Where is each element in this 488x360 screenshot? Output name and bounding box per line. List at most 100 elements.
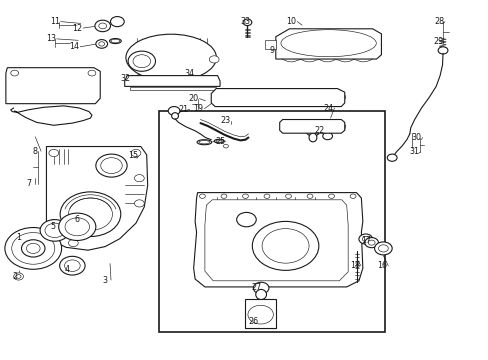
Circle shape	[322, 132, 332, 140]
Text: 23: 23	[220, 117, 229, 126]
Text: 13: 13	[46, 35, 56, 44]
Circle shape	[49, 220, 59, 227]
Text: 17: 17	[360, 236, 370, 245]
Circle shape	[16, 275, 21, 278]
Circle shape	[45, 223, 64, 238]
Circle shape	[336, 94, 345, 100]
Circle shape	[96, 40, 107, 48]
Circle shape	[242, 194, 248, 198]
Text: 33: 33	[240, 17, 250, 26]
Circle shape	[134, 200, 144, 207]
Circle shape	[5, 228, 61, 269]
Circle shape	[374, 242, 391, 255]
Ellipse shape	[171, 113, 178, 119]
Circle shape	[21, 240, 45, 257]
Circle shape	[305, 126, 319, 136]
Ellipse shape	[111, 39, 120, 43]
Text: 18: 18	[349, 261, 359, 270]
Text: 24: 24	[323, 104, 333, 113]
Polygon shape	[275, 29, 381, 59]
Polygon shape	[264, 40, 275, 49]
Circle shape	[364, 238, 378, 248]
Circle shape	[209, 56, 219, 63]
Circle shape	[285, 194, 291, 198]
Ellipse shape	[215, 140, 222, 142]
Circle shape	[99, 23, 106, 29]
Text: 19: 19	[193, 104, 203, 113]
Bar	[159, 111, 385, 332]
Polygon shape	[124, 76, 220, 86]
Text: 11: 11	[50, 17, 60, 26]
Circle shape	[378, 245, 387, 252]
Circle shape	[133, 55, 150, 68]
Circle shape	[358, 234, 372, 244]
Text: 32: 32	[120, 74, 130, 83]
Circle shape	[68, 239, 78, 247]
Circle shape	[101, 158, 122, 174]
Circle shape	[223, 144, 228, 148]
Circle shape	[306, 194, 312, 198]
Circle shape	[40, 220, 69, 241]
Polygon shape	[279, 120, 344, 133]
Text: 3: 3	[102, 276, 107, 284]
Circle shape	[253, 282, 268, 294]
Circle shape	[134, 175, 144, 182]
Circle shape	[324, 36, 342, 49]
Circle shape	[49, 149, 59, 157]
Circle shape	[262, 229, 308, 263]
Circle shape	[349, 194, 355, 198]
Text: 14: 14	[69, 42, 79, 51]
Ellipse shape	[255, 289, 266, 300]
Circle shape	[95, 20, 110, 32]
Circle shape	[68, 198, 112, 230]
Text: 28: 28	[433, 17, 443, 26]
Circle shape	[96, 154, 127, 177]
Circle shape	[59, 213, 96, 240]
Text: 12: 12	[72, 24, 82, 33]
Circle shape	[64, 260, 80, 271]
Circle shape	[236, 212, 256, 227]
Text: 34: 34	[184, 69, 194, 78]
Circle shape	[128, 51, 155, 71]
Circle shape	[60, 256, 85, 275]
Text: 31: 31	[409, 148, 419, 157]
Ellipse shape	[280, 30, 376, 57]
Circle shape	[247, 305, 273, 324]
Text: 15: 15	[128, 151, 138, 160]
Text: 16: 16	[377, 261, 386, 270]
Bar	[245, 299, 275, 328]
Circle shape	[367, 240, 374, 245]
Text: 1: 1	[16, 233, 21, 242]
Text: 2: 2	[12, 272, 17, 281]
Polygon shape	[211, 89, 344, 107]
Circle shape	[221, 194, 226, 198]
Ellipse shape	[197, 140, 211, 145]
Text: 8: 8	[33, 147, 38, 156]
Circle shape	[26, 243, 40, 253]
Polygon shape	[6, 68, 100, 104]
Circle shape	[65, 218, 89, 236]
Circle shape	[88, 70, 96, 76]
Ellipse shape	[308, 133, 316, 142]
Circle shape	[362, 237, 368, 242]
Polygon shape	[46, 147, 147, 250]
Text: 29: 29	[432, 37, 442, 46]
Text: 6: 6	[75, 215, 80, 224]
Text: 10: 10	[286, 17, 296, 26]
Text: 5: 5	[50, 222, 55, 231]
Circle shape	[11, 70, 19, 76]
Text: 26: 26	[248, 317, 258, 325]
Ellipse shape	[109, 39, 121, 44]
Circle shape	[12, 233, 55, 264]
Circle shape	[60, 192, 121, 237]
Text: 22: 22	[314, 126, 324, 135]
Text: 9: 9	[269, 46, 274, 55]
Circle shape	[386, 154, 396, 161]
Text: 7: 7	[27, 179, 32, 188]
Circle shape	[168, 107, 180, 115]
Text: 4: 4	[65, 265, 70, 274]
Ellipse shape	[214, 139, 224, 143]
Circle shape	[199, 194, 205, 198]
Circle shape	[252, 221, 318, 270]
Text: 25: 25	[215, 137, 224, 146]
